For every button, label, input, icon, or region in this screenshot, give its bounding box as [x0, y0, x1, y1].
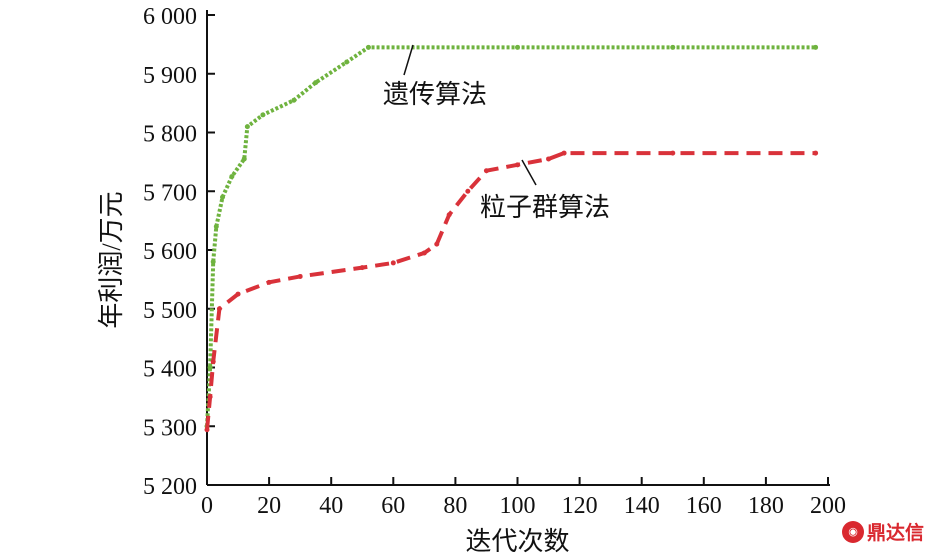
- data-point: [291, 97, 297, 103]
- x-tick-label: 0: [201, 493, 213, 519]
- data-point: [220, 194, 226, 200]
- y-tick-label: 5 600: [143, 239, 197, 265]
- data-point: [365, 44, 371, 50]
- y-tick-label: 5 700: [143, 180, 197, 206]
- data-point: [483, 168, 489, 174]
- watermark: ◉ 鼎达信: [842, 518, 924, 545]
- y-tick-label: 5 200: [143, 474, 197, 500]
- y-tick-label: 5 400: [143, 357, 197, 383]
- data-point: [241, 156, 247, 162]
- x-tick-label: 20: [257, 493, 281, 519]
- data-point: [813, 44, 819, 50]
- data-point: [313, 80, 319, 86]
- annotation-leader: [521, 159, 537, 186]
- data-point: [260, 112, 266, 118]
- data-point: [210, 359, 216, 365]
- data-point: [207, 394, 213, 400]
- data-point: [207, 365, 213, 370]
- x-tick-label: 120: [562, 493, 598, 519]
- annotation-label: 遗传算法: [383, 80, 487, 109]
- data-point: [210, 259, 216, 265]
- data-point: [297, 273, 303, 279]
- data-point: [421, 250, 427, 256]
- y-tick-label: 5 300: [143, 415, 197, 441]
- data-point: [266, 279, 272, 285]
- data-point: [546, 156, 552, 162]
- x-tick-label: 140: [624, 493, 660, 519]
- data-point: [515, 44, 520, 50]
- annotation-leader: [403, 44, 414, 76]
- data-point: [204, 427, 210, 433]
- y-tick-label: 5 500: [143, 298, 197, 324]
- watermark-logo-icon: ◉: [842, 520, 864, 543]
- data-point: [434, 241, 440, 247]
- x-tick-label: 60: [381, 493, 405, 519]
- data-point: [561, 150, 567, 156]
- data-point: [390, 260, 396, 266]
- x-tick-label: 100: [500, 493, 536, 519]
- y-tick-label: 6 000: [143, 4, 197, 30]
- x-tick-label: 180: [748, 493, 784, 519]
- x-tick-label: 80: [443, 493, 467, 519]
- annotation-label: 粒子群算法: [480, 193, 610, 222]
- x-axis-label: 迭代次数: [465, 527, 569, 555]
- data-point: [670, 150, 676, 156]
- data-point: [670, 44, 676, 50]
- data-point: [465, 188, 471, 194]
- x-tick-label: 40: [319, 493, 343, 519]
- y-tick-label: 5 800: [143, 122, 197, 148]
- y-tick-label: 5 900: [143, 63, 197, 89]
- data-point: [213, 224, 219, 229]
- data-point: [244, 124, 250, 130]
- watermark-text: 鼎达信: [867, 522, 925, 544]
- data-point: [446, 212, 452, 218]
- data-point: [359, 265, 365, 271]
- data-point: [216, 306, 222, 312]
- x-tick-label: 160: [686, 493, 722, 519]
- data-point: [235, 291, 241, 297]
- series-line-0: [205, 45, 816, 427]
- data-point: [229, 174, 235, 180]
- data-point: [344, 59, 350, 65]
- y-axis-label: 年利润/万元: [97, 191, 126, 328]
- data-point: [515, 162, 520, 168]
- x-tick-label: 200: [810, 493, 846, 519]
- data-point: [813, 150, 819, 156]
